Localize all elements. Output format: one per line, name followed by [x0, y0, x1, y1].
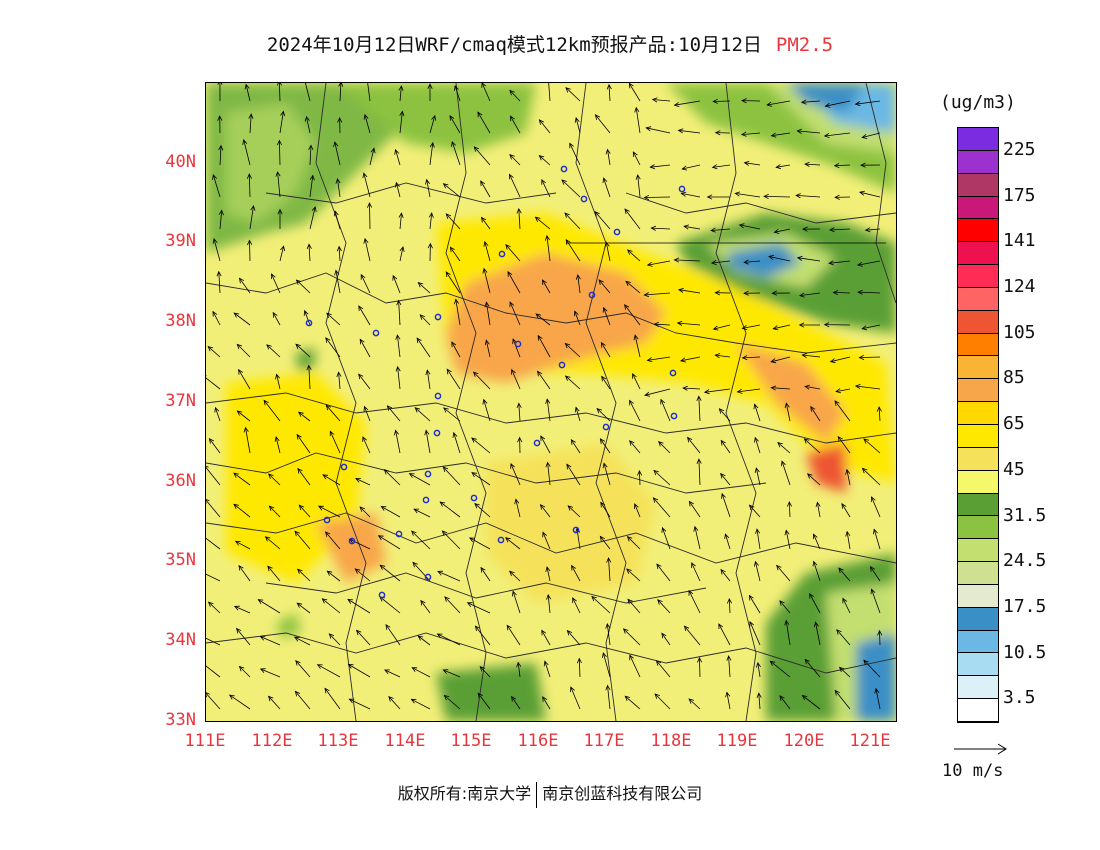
colorbar-swatch: [958, 653, 998, 677]
lon-label: 118E: [650, 731, 692, 751]
lat-label: 40N: [165, 152, 196, 172]
colorbar-swatch: [958, 539, 998, 563]
colorbar-swatch: [958, 676, 998, 700]
colorbar-label: 31.5: [1003, 504, 1047, 526]
colorbar-swatch: [958, 699, 998, 722]
colorbar-swatch: [958, 379, 998, 403]
lon-label: 117E: [583, 731, 625, 751]
lon-label: 114E: [384, 731, 426, 751]
colorbar-label: 24.5: [1003, 550, 1047, 572]
concentration-field: [206, 83, 896, 721]
colorbar-swatch: [958, 128, 998, 151]
title-text: 2024年10月12日WRF/cmaq模式12km预报产品:10月12日: [266, 34, 762, 56]
lat-label: 38N: [165, 311, 196, 331]
colorbar-swatch: [958, 447, 998, 471]
colorbar-swatch: [958, 196, 998, 220]
copyright-company: 南京创蓝科技有限公司: [542, 784, 703, 803]
colorbar-swatch: [958, 630, 998, 654]
colorbar-swatch: [958, 173, 998, 197]
footer-divider: [536, 781, 538, 808]
wind-vectors: [206, 83, 886, 710]
colorbar-label: 124: [1003, 276, 1036, 298]
copyright-owner: 版权所有:南京大学: [397, 784, 532, 803]
chart-title: 2024年10月12日WRF/cmaq模式12km预报产品:10月12日 PM2.…: [0, 30, 1100, 57]
colorbar-swatch: [958, 424, 998, 448]
colorbar-label: 175: [1003, 184, 1036, 206]
lat-label: 33N: [165, 710, 196, 730]
lon-label: 111E: [184, 731, 226, 751]
colorbar-label: 85: [1003, 367, 1025, 389]
colorbar-swatch: [958, 219, 998, 243]
pm25-forecast-map: [205, 82, 897, 722]
lat-label: 35N: [165, 550, 196, 570]
colorbar-swatch: [958, 242, 998, 266]
lon-label: 116E: [517, 731, 559, 751]
admin-boundaries: [206, 83, 896, 721]
lat-label: 34N: [165, 630, 196, 650]
colorbar-swatch: [958, 333, 998, 357]
colorbar-swatch: [958, 150, 998, 174]
colorbar-label: 141: [1003, 230, 1036, 252]
lon-label: 121E: [849, 731, 891, 751]
lon-label: 113E: [317, 731, 359, 751]
lon-label: 112E: [251, 731, 293, 751]
reference-vector-arrow: [954, 743, 1007, 755]
lon-label: 115E: [450, 731, 492, 751]
colorbar-label: 45: [1003, 458, 1025, 480]
lat-label: 37N: [165, 391, 196, 411]
colorbar: [957, 127, 999, 723]
city-markers: [305, 165, 686, 599]
colorbar-swatch: [958, 470, 998, 494]
colorbar-swatch: [958, 584, 998, 608]
colorbar-swatch: [958, 287, 998, 311]
colorbar-swatch: [958, 493, 998, 517]
lat-label: 39N: [165, 231, 196, 251]
colorbar-label: 10.5: [1003, 641, 1047, 663]
copyright-footer: 版权所有:南京大学 南京创蓝科技有限公司: [0, 780, 1100, 808]
colorbar-label: 17.5: [1003, 595, 1047, 617]
colorbar-swatch: [958, 516, 998, 540]
colorbar-label: 3.5: [1003, 687, 1036, 709]
lon-label: 119E: [716, 731, 758, 751]
lat-label: 36N: [165, 471, 196, 491]
lon-label: 120E: [783, 731, 825, 751]
reference-vector-label: 10 m/s: [942, 761, 1004, 781]
colorbar-swatch: [958, 562, 998, 585]
colorbar-label: 225: [1003, 139, 1036, 160]
colorbar-unit: (ug/m3): [940, 92, 1016, 113]
colorbar-swatch: [958, 402, 998, 425]
colorbar-label: 105: [1003, 321, 1036, 343]
colorbar-label: 65: [1003, 413, 1025, 435]
colorbar-swatch: [958, 607, 998, 631]
colorbar-swatch: [958, 265, 998, 288]
pollutant-label: PM2.5: [775, 34, 834, 56]
concentration-shading: [206, 83, 896, 721]
colorbar-swatch: [958, 310, 998, 334]
colorbar-swatch: [958, 356, 998, 380]
